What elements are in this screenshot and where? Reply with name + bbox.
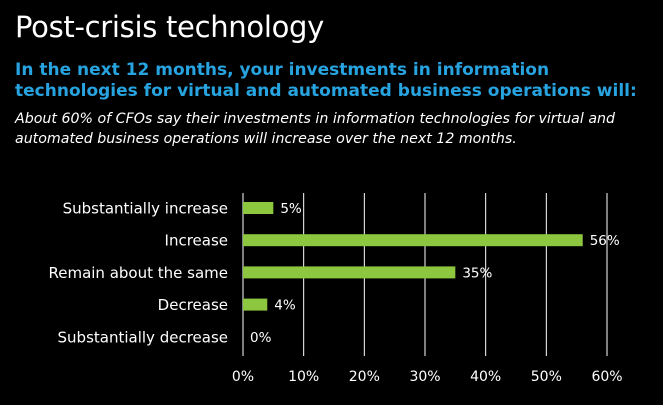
x-tick-label: 30% [409,369,440,385]
x-tick-label: 40% [470,369,501,385]
data-label: 5% [280,201,302,217]
chart-note: About 60% of CFOs say their investments … [15,111,616,147]
category-label: Substantially increase [63,200,228,218]
bar [243,298,268,311]
page-title: Post-crisis technology [15,10,324,44]
data-label: 0% [250,330,272,346]
chart-question: In the next 12 months, your investments … [15,60,637,101]
x-tick-label: 60% [591,369,622,385]
category-label: Increase [165,232,228,250]
x-tick-label: 20% [349,369,380,385]
x-tick-label: 10% [288,369,319,385]
data-label: 4% [274,298,296,314]
category-label: Decrease [158,296,228,314]
data-label: 56% [590,233,620,249]
category-label: Remain about the same [48,264,228,282]
bar [243,234,583,247]
bar [243,202,274,214]
x-tick-label: 50% [531,369,562,385]
data-label: 35% [462,265,492,281]
bar [243,266,456,279]
x-tick-label: 0% [232,369,254,385]
category-label: Substantially decrease [58,328,228,346]
